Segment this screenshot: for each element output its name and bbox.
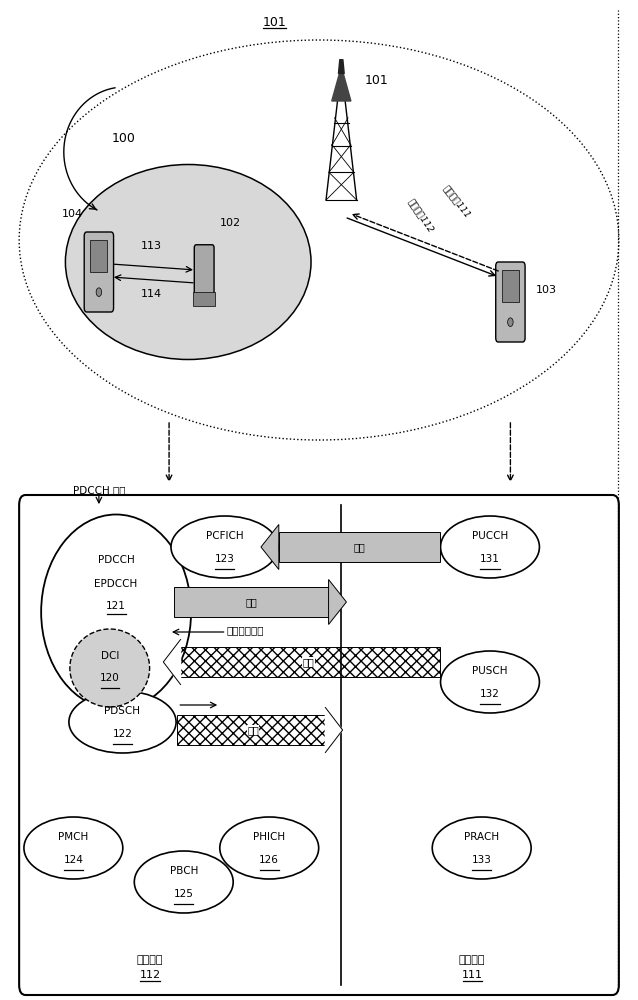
Text: 125: 125 [174,889,194,899]
FancyBboxPatch shape [194,245,214,295]
Polygon shape [261,524,279,570]
Text: PBCH: PBCH [170,866,198,876]
Polygon shape [329,579,346,624]
Polygon shape [325,708,343,752]
Ellipse shape [65,164,311,360]
Text: 124: 124 [63,855,84,865]
Ellipse shape [41,514,191,710]
Text: 控制: 控制 [353,542,366,552]
Bar [502,270,519,302]
Text: 数据: 数据 [247,725,259,735]
Polygon shape [279,532,440,562]
Text: PDSCH: PDSCH [105,706,140,716]
Polygon shape [332,74,351,101]
Text: PDCCH 信息: PDCCH 信息 [73,485,126,495]
Text: DCI: DCI [101,651,119,661]
Bar [177,647,440,677]
Ellipse shape [432,817,531,879]
Text: 下行链路112: 下行链路112 [406,197,436,235]
Ellipse shape [70,629,149,707]
Text: 123: 123 [214,554,235,564]
Text: PDCCH: PDCCH [98,555,135,565]
Bar [91,240,107,272]
Ellipse shape [24,817,122,879]
FancyBboxPatch shape [19,495,619,995]
Text: 100: 100 [112,132,135,145]
Text: 103: 103 [536,285,557,295]
Ellipse shape [440,516,540,578]
Ellipse shape [440,651,540,713]
Text: 数据: 数据 [303,657,315,667]
Text: 121: 121 [106,601,126,611]
Text: 上行链路: 上行链路 [459,955,486,965]
Text: 120: 120 [100,673,119,683]
Text: 101: 101 [262,15,286,28]
Text: 104: 104 [62,209,83,219]
Circle shape [96,288,101,296]
Bar [177,715,329,745]
Ellipse shape [219,817,319,879]
Text: PUSCH: PUSCH [472,666,508,676]
Text: 133: 133 [471,855,492,865]
Polygon shape [174,587,329,617]
Text: PUCCH: PUCCH [472,531,508,541]
Text: PMCH: PMCH [58,832,89,842]
Polygon shape [163,640,181,684]
Polygon shape [339,60,344,74]
FancyBboxPatch shape [84,232,114,312]
Bar [193,292,215,306]
Text: PHICH: PHICH [253,832,285,842]
Text: EPDCCH: EPDCCH [94,579,138,589]
Ellipse shape [69,691,176,753]
Text: 131: 131 [480,554,500,564]
Ellipse shape [134,851,234,913]
Ellipse shape [171,516,278,578]
Circle shape [508,318,513,326]
Text: 132: 132 [480,689,500,699]
Text: 112: 112 [139,970,161,980]
Text: PCFICH: PCFICH [206,531,243,541]
Text: 102: 102 [220,218,241,228]
Text: 下行链路调度: 下行链路调度 [226,625,264,635]
Text: 下行链路: 下行链路 [137,955,163,965]
Text: 122: 122 [112,729,133,739]
FancyBboxPatch shape [496,262,525,342]
Text: 上行链路111: 上行链路111 [441,184,472,220]
Text: PRACH: PRACH [464,832,500,842]
Text: 101: 101 [364,74,389,87]
Text: 控制: 控制 [245,597,257,607]
Text: 113: 113 [141,241,162,251]
Text: 111: 111 [462,970,482,980]
Text: 114: 114 [141,289,162,299]
Text: 126: 126 [259,855,279,865]
